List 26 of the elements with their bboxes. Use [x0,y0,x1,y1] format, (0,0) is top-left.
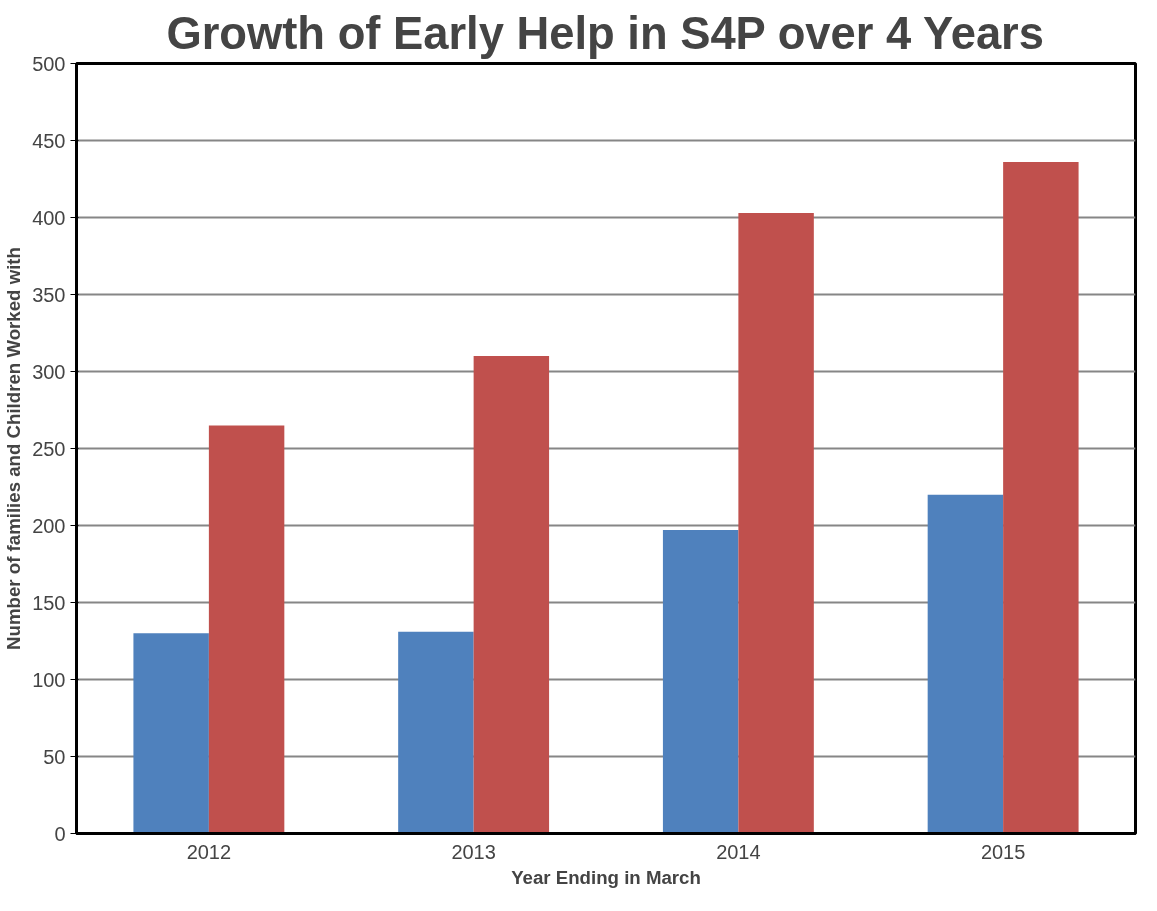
y-tick-label: 100 [32,668,66,691]
y-tick-label: 0 [54,822,66,845]
chart-title: Growth of Early Help in S4P over 4 Years [166,7,1044,59]
y-tick-label: 350 [32,283,66,306]
y-tick-label: 200 [32,514,66,537]
x-tick-label: 2014 [716,840,761,863]
bar [398,631,474,834]
y-tick-label: 500 [32,52,66,75]
y-tick-label: 450 [32,129,66,152]
y-tick-label: 250 [32,437,66,460]
x-tick-label: 2013 [451,840,496,863]
bar [208,425,285,834]
bar [738,212,814,834]
x-tick-label: 2012 [186,840,232,863]
x-axis-title: Year Ending in March [511,866,701,888]
bar [927,494,1004,834]
bar [473,356,550,834]
y-axis-title: Number of families and Children Worked with [3,247,25,650]
bar [1003,162,1079,834]
y-tick-label: 300 [32,360,66,383]
y-tick-label: 400 [32,206,66,229]
y-tick-label: 50 [43,745,66,768]
bar [133,633,209,834]
x-tick-label: 2015 [980,840,1026,863]
bar [662,530,739,834]
y-tick-label: 150 [32,591,66,614]
